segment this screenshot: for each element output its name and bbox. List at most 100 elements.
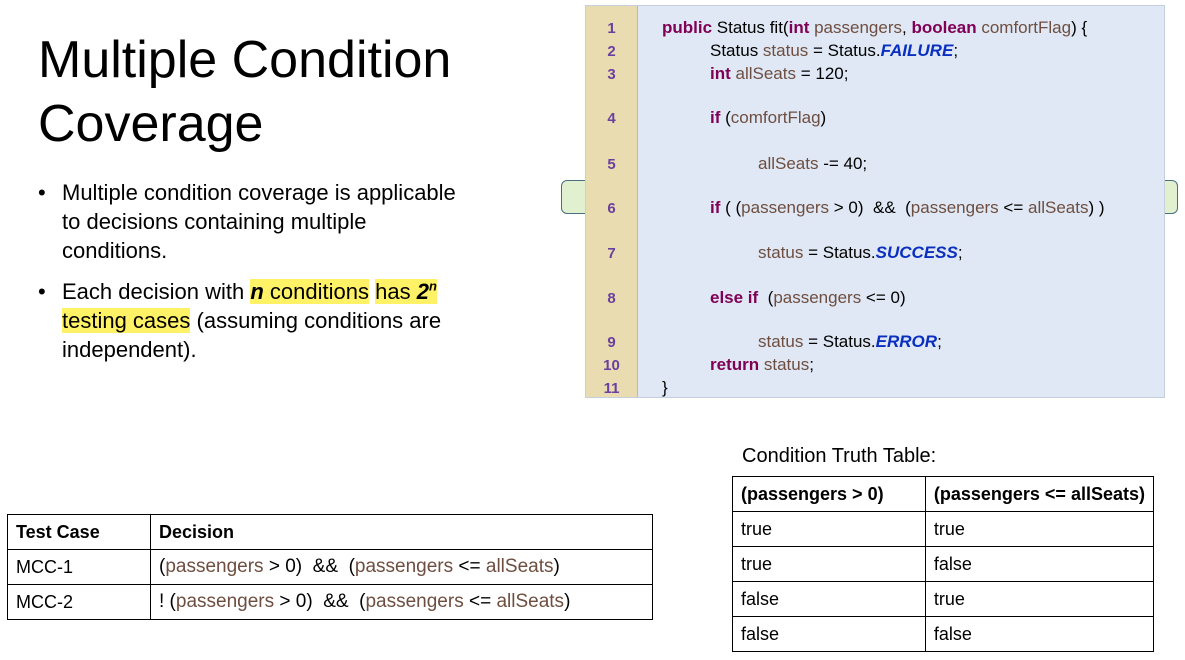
- code-token: passengers: [365, 591, 464, 612]
- code-token: int: [788, 18, 810, 37]
- code-token: = Status.: [803, 332, 876, 351]
- table-cell: true: [732, 546, 926, 582]
- bullet-text: 2: [416, 279, 429, 304]
- code-token: ) {: [1071, 18, 1088, 37]
- code-token: status: [759, 355, 810, 374]
- bullet-text: (assuming conditions are independent).: [62, 308, 442, 362]
- header-cell: (passengers > 0): [732, 476, 926, 512]
- bullet-text: has: [375, 279, 417, 304]
- table-cell: false: [732, 581, 926, 617]
- code-token: status: [758, 332, 804, 351]
- code-token: ): [564, 591, 571, 612]
- line-number: 11: [603, 380, 620, 397]
- code-token: else if: [710, 288, 759, 307]
- header-cell: (passengers <= allSeats): [924, 476, 1155, 512]
- line-number: 8: [607, 290, 616, 307]
- line-number: 3: [607, 66, 616, 83]
- code-token: = Status.: [803, 243, 876, 262]
- table-cell: ! (passengers > 0) && (passengers <= all…: [150, 584, 653, 620]
- table-row: true true: [732, 511, 1155, 547]
- table-cell: MCC-1: [7, 549, 151, 585]
- code-token: passengers: [175, 591, 275, 612]
- line-number: 7: [607, 245, 616, 262]
- table-cell: false: [732, 616, 926, 652]
- bullet: Multiple condition coverage is applicabl…: [38, 178, 458, 265]
- code-line: allSeats -= 40;: [758, 154, 867, 174]
- header-row: Test Case Decision: [7, 514, 653, 550]
- table-cell: true: [924, 511, 1155, 547]
- code-token: Status fit(: [712, 18, 789, 37]
- decision-table: Test Case Decision MCC-1 ( passengers > 0) …: [7, 514, 653, 620]
- code-token: passengers: [741, 198, 830, 217]
- code-token: allSeats: [758, 154, 819, 173]
- code-token: boolean: [911, 18, 977, 37]
- code-token: (: [758, 288, 774, 307]
- line-number: 6: [607, 200, 616, 217]
- code-token: status: [758, 243, 804, 262]
- code-token: allSeats: [1028, 198, 1089, 217]
- bullet-text: Multiple condition coverage is applicabl…: [62, 180, 456, 263]
- bullet-text: testing cases: [62, 308, 191, 333]
- code-token: ( (: [720, 198, 742, 217]
- code-line: Status status = Status.FAILURE;: [710, 41, 958, 61]
- code-token: ): [820, 108, 827, 127]
- code-line: if ( (passengers > 0) && (passengers <= …: [710, 198, 1105, 218]
- table-cell: (passengers > 0) && (passengers <= allSe…: [150, 549, 653, 585]
- code-token: = 120;: [795, 64, 849, 83]
- code-token: ;: [809, 355, 814, 374]
- code-line: status = Status.ERROR;: [758, 332, 942, 352]
- code-token: passengers: [910, 198, 999, 217]
- line-number: 9: [607, 334, 616, 351]
- bullet-text: n: [250, 279, 264, 304]
- code-line: status = Status.SUCCESS;: [758, 243, 963, 263]
- bullet-text: Each decision with: [62, 279, 251, 304]
- truth-table: (passengers > 0) (passengers <= allSeats)…: [732, 476, 1155, 652]
- header-cell: Decision: [150, 514, 653, 550]
- header-cell: Test Case: [7, 514, 151, 550]
- code-token: status: [762, 41, 809, 60]
- code-token: ERROR: [875, 332, 938, 351]
- line-number: 10: [603, 357, 620, 374]
- bullet-text: conditions: [263, 279, 369, 304]
- table-cell: false: [924, 616, 1155, 652]
- bullet: Each decision with n conditions has 2n t…: [38, 277, 458, 364]
- code-token: comfortFlag: [730, 108, 821, 127]
- code-token: ;: [937, 332, 942, 351]
- code-token: int: [710, 64, 731, 83]
- code-token: (: [720, 108, 731, 127]
- code-token: (: [159, 556, 166, 577]
- code-token: allSeats: [485, 556, 554, 577]
- code-token: > 0) && (: [263, 556, 355, 577]
- highlight: n conditions: [250, 279, 369, 304]
- code-token: ! (: [159, 591, 176, 612]
- table-row: false false: [732, 616, 1155, 652]
- code-token: FAILURE: [880, 41, 954, 60]
- code-token: ) ): [1088, 198, 1105, 217]
- code-token: return: [710, 355, 760, 374]
- code-token: public: [662, 18, 713, 37]
- code-line: return status;: [710, 355, 814, 375]
- code-token: comfortFlag: [976, 18, 1072, 37]
- code-token: ): [553, 556, 560, 577]
- code-token: > 0) && (: [274, 591, 366, 612]
- code-token: <=: [463, 591, 497, 612]
- table-cell: MCC-2: [7, 584, 151, 620]
- line-gutter: [586, 6, 638, 397]
- code-panel: 1 public Status fit(int passengers, boole…: [585, 5, 1165, 398]
- code-token: passengers: [773, 288, 862, 307]
- code-token: ,: [902, 18, 912, 37]
- header-row: (passengers > 0) (passengers <= allSeats): [732, 476, 1155, 512]
- bullet-text: n: [428, 278, 437, 294]
- code-token: ;: [953, 41, 959, 60]
- code-token: }: [662, 378, 668, 397]
- table-row: false true: [732, 581, 1155, 617]
- code-token: > 0) && (: [829, 198, 911, 217]
- bullet-list: Multiple condition coverage is applicabl…: [38, 178, 458, 376]
- code-token: if: [710, 108, 721, 127]
- table-row: true false: [732, 546, 1155, 582]
- code-line: public Status fit(int passengers, boolea…: [662, 18, 1087, 38]
- line-number: 5: [607, 156, 616, 173]
- slide-title: Multiple Condition Coverage: [38, 31, 452, 153]
- code-token: passengers: [354, 556, 454, 577]
